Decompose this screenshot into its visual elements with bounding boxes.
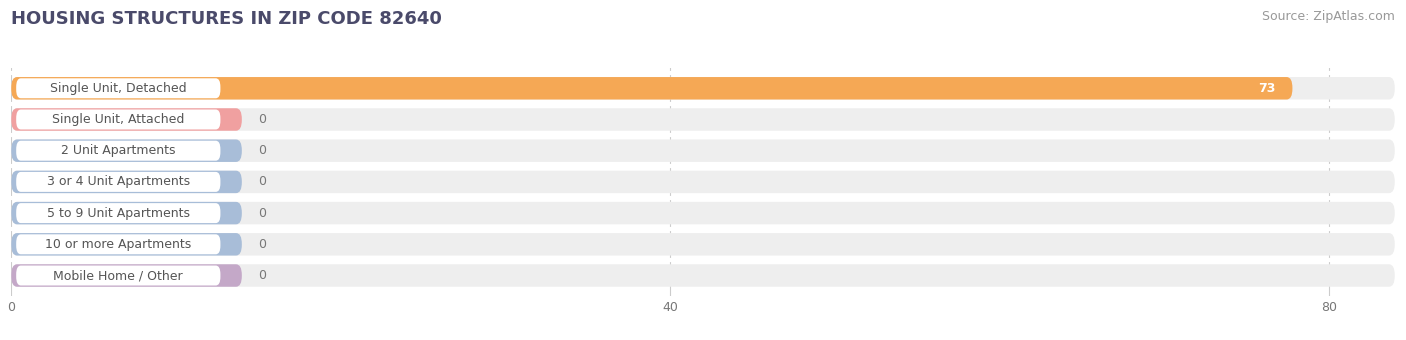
Text: 3 or 4 Unit Apartments: 3 or 4 Unit Apartments: [46, 175, 190, 188]
Text: HOUSING STRUCTURES IN ZIP CODE 82640: HOUSING STRUCTURES IN ZIP CODE 82640: [11, 10, 441, 28]
Text: 0: 0: [259, 238, 266, 251]
FancyBboxPatch shape: [11, 108, 242, 131]
FancyBboxPatch shape: [11, 171, 1395, 193]
FancyBboxPatch shape: [11, 264, 242, 287]
FancyBboxPatch shape: [17, 78, 221, 98]
FancyBboxPatch shape: [11, 171, 242, 193]
FancyBboxPatch shape: [11, 77, 1395, 100]
FancyBboxPatch shape: [11, 264, 1395, 287]
Text: 0: 0: [259, 207, 266, 220]
Text: 0: 0: [259, 175, 266, 188]
FancyBboxPatch shape: [11, 108, 1395, 131]
FancyBboxPatch shape: [17, 141, 221, 161]
Text: 0: 0: [259, 269, 266, 282]
Text: 0: 0: [259, 113, 266, 126]
FancyBboxPatch shape: [17, 234, 221, 254]
Text: 5 to 9 Unit Apartments: 5 to 9 Unit Apartments: [46, 207, 190, 220]
FancyBboxPatch shape: [11, 233, 242, 256]
Text: 2 Unit Apartments: 2 Unit Apartments: [60, 144, 176, 157]
FancyBboxPatch shape: [11, 233, 1395, 256]
Text: 0: 0: [259, 144, 266, 157]
Text: 73: 73: [1258, 82, 1277, 95]
FancyBboxPatch shape: [17, 266, 221, 286]
FancyBboxPatch shape: [17, 203, 221, 223]
FancyBboxPatch shape: [11, 139, 242, 162]
Text: Source: ZipAtlas.com: Source: ZipAtlas.com: [1261, 10, 1395, 23]
FancyBboxPatch shape: [17, 109, 221, 130]
Text: Mobile Home / Other: Mobile Home / Other: [53, 269, 183, 282]
FancyBboxPatch shape: [11, 139, 1395, 162]
Text: 10 or more Apartments: 10 or more Apartments: [45, 238, 191, 251]
Text: Single Unit, Attached: Single Unit, Attached: [52, 113, 184, 126]
FancyBboxPatch shape: [11, 202, 1395, 224]
FancyBboxPatch shape: [17, 172, 221, 192]
FancyBboxPatch shape: [11, 202, 242, 224]
FancyBboxPatch shape: [11, 77, 1292, 100]
Text: Single Unit, Detached: Single Unit, Detached: [51, 82, 187, 95]
